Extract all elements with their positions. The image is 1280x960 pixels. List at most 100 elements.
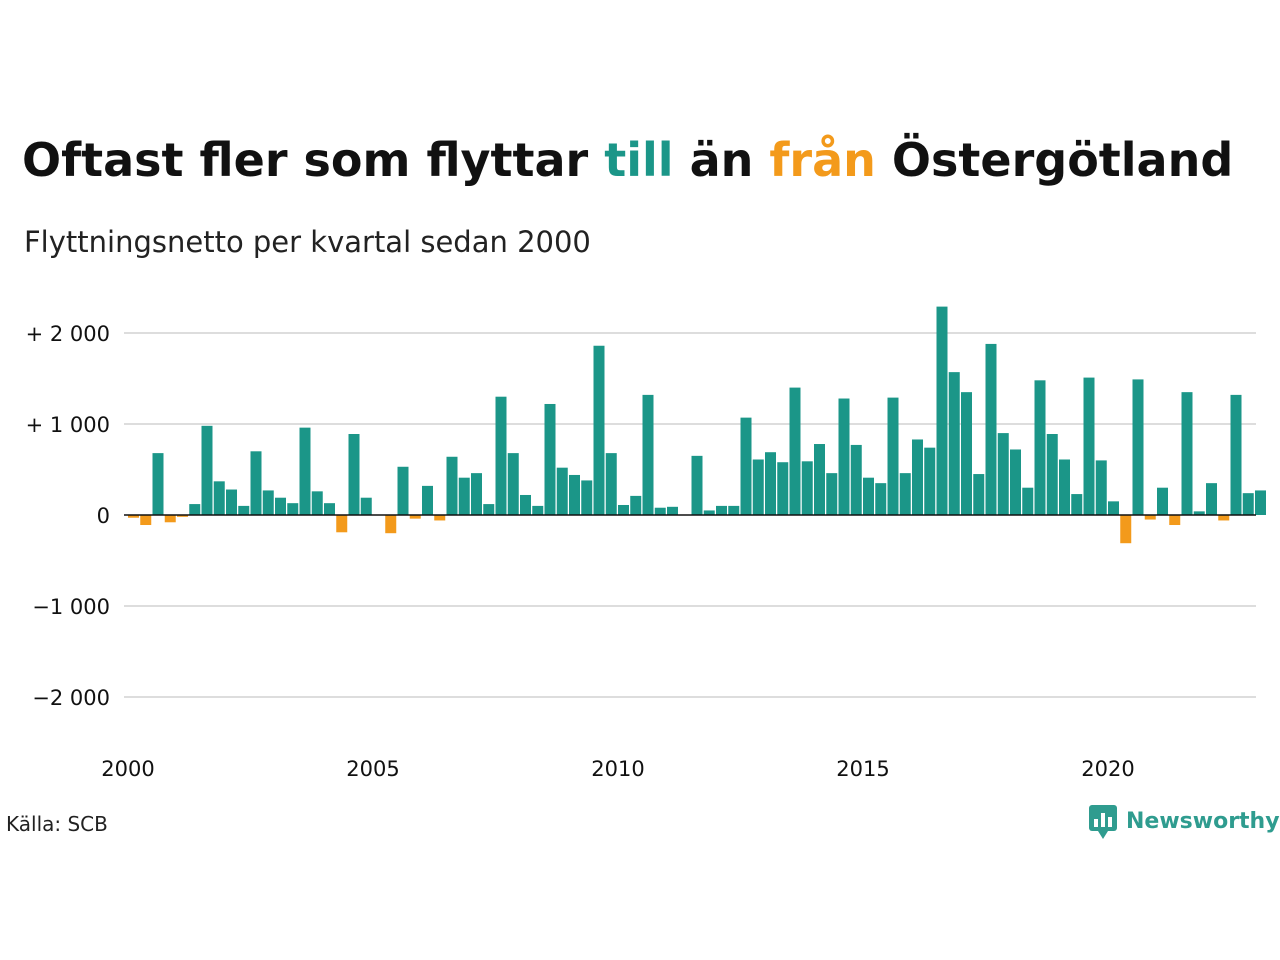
grid-layer xyxy=(124,332,1256,698)
bar-2006-q3 xyxy=(446,456,458,515)
bar-2016-q3 xyxy=(936,306,948,515)
bar-2008-q1 xyxy=(520,494,531,515)
bar-2008-q3 xyxy=(544,403,556,515)
chart-title: Oftast fler som flyttar till än från Öst… xyxy=(22,128,1233,192)
x-tick-label: 2005 xyxy=(346,757,399,781)
bar-2006-q4 xyxy=(458,477,470,515)
bar-chart-speech-bubble-icon xyxy=(1089,805,1117,839)
bar-2000-q4 xyxy=(164,515,176,523)
bar-2021-q2 xyxy=(1169,515,1181,526)
bar-2017-q1 xyxy=(961,392,972,515)
x-axis-ticks: 2000 2005 2010 2015 2020 xyxy=(101,757,1134,781)
title-part-text: än xyxy=(673,133,770,187)
bar-2014-q1 xyxy=(814,444,825,515)
bar-2017-q3 xyxy=(985,343,997,515)
bar-2005-q4 xyxy=(409,515,421,519)
bar-2016-q2 xyxy=(924,447,936,515)
chart-subtitle: Flyttningsnetto per kvartal sedan 2000 xyxy=(24,225,591,259)
bar-2002-q4 xyxy=(262,490,274,515)
bar-2009-q2 xyxy=(581,480,593,515)
bar-2020-q3 xyxy=(1132,379,1144,515)
net-migration-bar-chart: + 2 000 + 1 000 0 −1 000 −2 000 2000 2005 2010… xyxy=(26,306,1266,781)
y-tick-label: −2 000 xyxy=(32,686,110,710)
bar-2000-q1 xyxy=(128,515,139,518)
x-tick-label: 2020 xyxy=(1081,757,1134,781)
bar-2015-q1 xyxy=(863,477,874,515)
bar-2004-q3 xyxy=(348,434,360,515)
bar-2003-q2 xyxy=(287,503,299,515)
bar-2020-q1 xyxy=(1108,501,1119,515)
bar-2018-q2 xyxy=(1022,487,1034,515)
bar-2021-q1 xyxy=(1157,487,1168,515)
bar-2006-q1 xyxy=(422,485,433,515)
bar-2023-q1 xyxy=(1255,490,1266,515)
bar-2018-q4 xyxy=(1046,434,1058,515)
bar-2001-q2 xyxy=(189,504,201,515)
bar-2011-q1 xyxy=(667,506,678,515)
bar-layer xyxy=(128,306,1266,544)
bar-2001-q1 xyxy=(177,515,188,517)
bar-2007-q3 xyxy=(495,396,507,515)
bar-2014-q2 xyxy=(826,473,838,515)
bar-2000-q2 xyxy=(140,515,152,526)
bar-2007-q2 xyxy=(483,504,495,515)
bar-2001-q3 xyxy=(201,425,213,515)
bar-2010-q2 xyxy=(630,495,642,515)
x-tick-label: 2015 xyxy=(836,757,889,781)
bar-2012-q3 xyxy=(740,417,752,515)
brand-logo-link[interactable]: Newsworthy xyxy=(1088,800,1280,842)
bar-2008-q2 xyxy=(532,505,544,515)
bar-2011-q3 xyxy=(691,455,703,515)
bar-2015-q3 xyxy=(887,397,899,515)
bar-2013-q1 xyxy=(765,452,776,515)
bar-2014-q4 xyxy=(850,444,862,515)
y-axis-ticks: + 2 000 + 1 000 0 −1 000 −2 000 xyxy=(26,322,110,710)
bar-2019-q2 xyxy=(1071,494,1083,515)
bar-2007-q4 xyxy=(507,453,519,515)
bar-2010-q1 xyxy=(618,504,629,515)
bar-2014-q3 xyxy=(838,398,850,515)
bar-2006-q2 xyxy=(434,515,446,521)
bar-2022-q3 xyxy=(1230,394,1242,515)
bar-2018-q1 xyxy=(1010,449,1021,515)
bar-2009-q4 xyxy=(605,453,617,515)
bar-2022-q2 xyxy=(1218,515,1230,521)
title-part-text: Östergötland xyxy=(875,133,1234,187)
bar-2010-q3 xyxy=(642,394,654,515)
bar-2021-q3 xyxy=(1181,392,1193,515)
title-part-negative: från xyxy=(769,133,876,187)
bar-2003-q1 xyxy=(275,497,286,515)
bar-2003-q4 xyxy=(311,491,323,515)
bar-2008-q4 xyxy=(556,467,568,515)
bar-2018-q3 xyxy=(1034,380,1046,515)
source-note: Källa: SCB xyxy=(6,812,108,836)
x-tick-label: 2010 xyxy=(591,757,644,781)
bar-2020-q2 xyxy=(1120,515,1132,544)
bar-2019-q3 xyxy=(1083,377,1095,515)
bar-2012-q4 xyxy=(752,459,764,515)
brand-name: Newsworthy xyxy=(1126,808,1280,834)
bar-2005-q3 xyxy=(397,466,409,515)
bar-2005-q2 xyxy=(385,515,397,534)
bar-2021-q4 xyxy=(1193,511,1205,515)
y-tick-label: 0 xyxy=(97,504,110,528)
bar-2022-q4 xyxy=(1242,493,1254,515)
bar-2016-q4 xyxy=(948,372,960,515)
y-tick-label: + 2 000 xyxy=(26,322,110,346)
bar-2012-q1 xyxy=(716,505,727,515)
bar-2017-q4 xyxy=(997,433,1009,515)
y-tick-label: + 1 000 xyxy=(26,413,110,437)
bar-2011-q4 xyxy=(703,510,715,515)
bar-2009-q3 xyxy=(593,345,605,515)
title-part-text: Oftast fler som flyttar xyxy=(22,133,605,187)
bar-2013-q3 xyxy=(789,387,801,515)
bar-2004-q2 xyxy=(336,515,348,533)
bar-2020-q4 xyxy=(1144,515,1156,520)
bar-2013-q2 xyxy=(777,462,789,515)
x-tick-label: 2000 xyxy=(101,757,154,781)
bar-2007-q1 xyxy=(471,473,482,515)
bar-2019-q1 xyxy=(1059,459,1070,515)
bar-2004-q1 xyxy=(324,503,335,515)
bar-2002-q2 xyxy=(238,505,250,515)
bar-2004-q4 xyxy=(360,497,372,515)
